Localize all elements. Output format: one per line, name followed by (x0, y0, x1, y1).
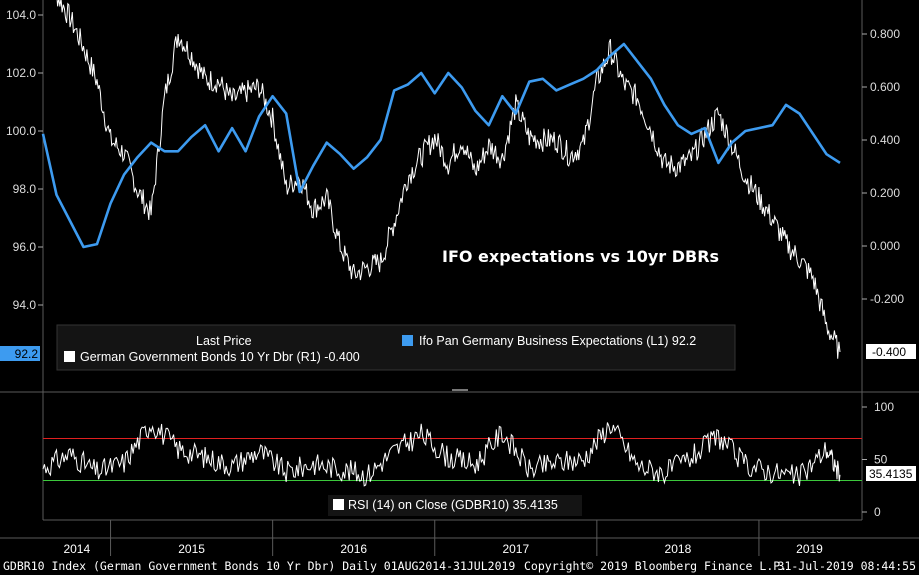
left-tick-label: 100.0 (6, 124, 36, 138)
ifo-expectations-line (41, 42, 841, 249)
rsi-axis-ticks: 100 50 0 (862, 400, 894, 519)
rsi-tick-label: 100 (874, 400, 894, 414)
legend-dbr-swatch (64, 351, 75, 362)
footer-timestamp: 31-Jul-2019 08:44:55 (778, 559, 916, 573)
left-tick-label: 102.0 (6, 66, 36, 80)
rsi-tick-label: 0 (874, 505, 881, 519)
legend-header: Last Price (196, 334, 252, 348)
legend-dbr-label: German Government Bonds 10 Yr Dbr (R1) -… (80, 350, 360, 364)
right-tick-label: 0.600 (870, 80, 900, 94)
footer: GDBR10 Index (German Government Bonds 10… (3, 559, 916, 573)
dbr-yield-line (56, 0, 841, 359)
year-label: 2018 (665, 542, 692, 556)
legend-ifo-swatch (402, 335, 413, 346)
dbr-current-tag: -0.400 (866, 344, 916, 359)
rsi-legend-swatch (333, 499, 344, 510)
year-label: 2015 (178, 542, 205, 556)
footer-copyright: Copyright© 2019 Bloomberg Finance L.P. (524, 559, 787, 573)
rsi-legend-label: RSI (14) on Close (GDBR10) 35.4135 (348, 498, 558, 512)
rsi-legend: RSI (14) on Close (GDBR10) 35.4135 (328, 495, 582, 516)
ifo-current-value: 92.2 (15, 347, 39, 361)
right-axis-ticks: 0.800 0.600 0.400 0.200 0.000 -0.200 (862, 27, 904, 306)
left-axis-ticks: 104.0 102.0 100.0 98.0 96.0 94.0 (6, 8, 43, 312)
left-tick-label: 94.0 (13, 298, 37, 312)
ifo-current-tag: 92.2 (0, 346, 40, 361)
year-label: 2017 (502, 542, 529, 556)
rsi-line (42, 422, 841, 487)
rsi-panel: 100 50 0 35.4135 RSI (14) on Close (GDBR10… (42, 392, 916, 521)
rsi-tick-label: 50 (874, 453, 888, 467)
left-tick-label: 98.0 (13, 182, 37, 196)
right-tick-label: 0.000 (870, 239, 900, 253)
right-tick-label: -0.200 (870, 292, 904, 306)
rsi-current-tag: 35.4135 (866, 466, 916, 481)
right-tick-label: 0.200 (870, 186, 900, 200)
dbr-current-value: -0.400 (872, 345, 906, 359)
panel-resize-handle[interactable] (452, 389, 468, 391)
year-label: 2016 (340, 542, 367, 556)
legend-ifo-label: Ifo Pan Germany Business Expectations (L… (419, 334, 696, 348)
left-tick-label: 104.0 (6, 8, 36, 22)
year-label: 2014 (63, 542, 90, 556)
footer-security-info: GDBR10 Index (German Government Bonds 10… (3, 559, 515, 573)
legend-box: Last Price Ifo Pan Germany Business Expe… (56, 324, 736, 371)
year-label: 2019 (796, 542, 823, 556)
right-tick-label: 0.800 (870, 27, 900, 41)
time-axis: 2014 2015 2016 2017 2018 2019 (0, 520, 919, 556)
right-tick-label: 0.400 (870, 133, 900, 147)
legend-background (56, 324, 736, 371)
left-tick-label: 96.0 (13, 240, 37, 254)
rsi-current-value: 35.4135 (869, 467, 913, 481)
chart-title: IFO expectations vs 10yr DBRs (442, 247, 719, 266)
